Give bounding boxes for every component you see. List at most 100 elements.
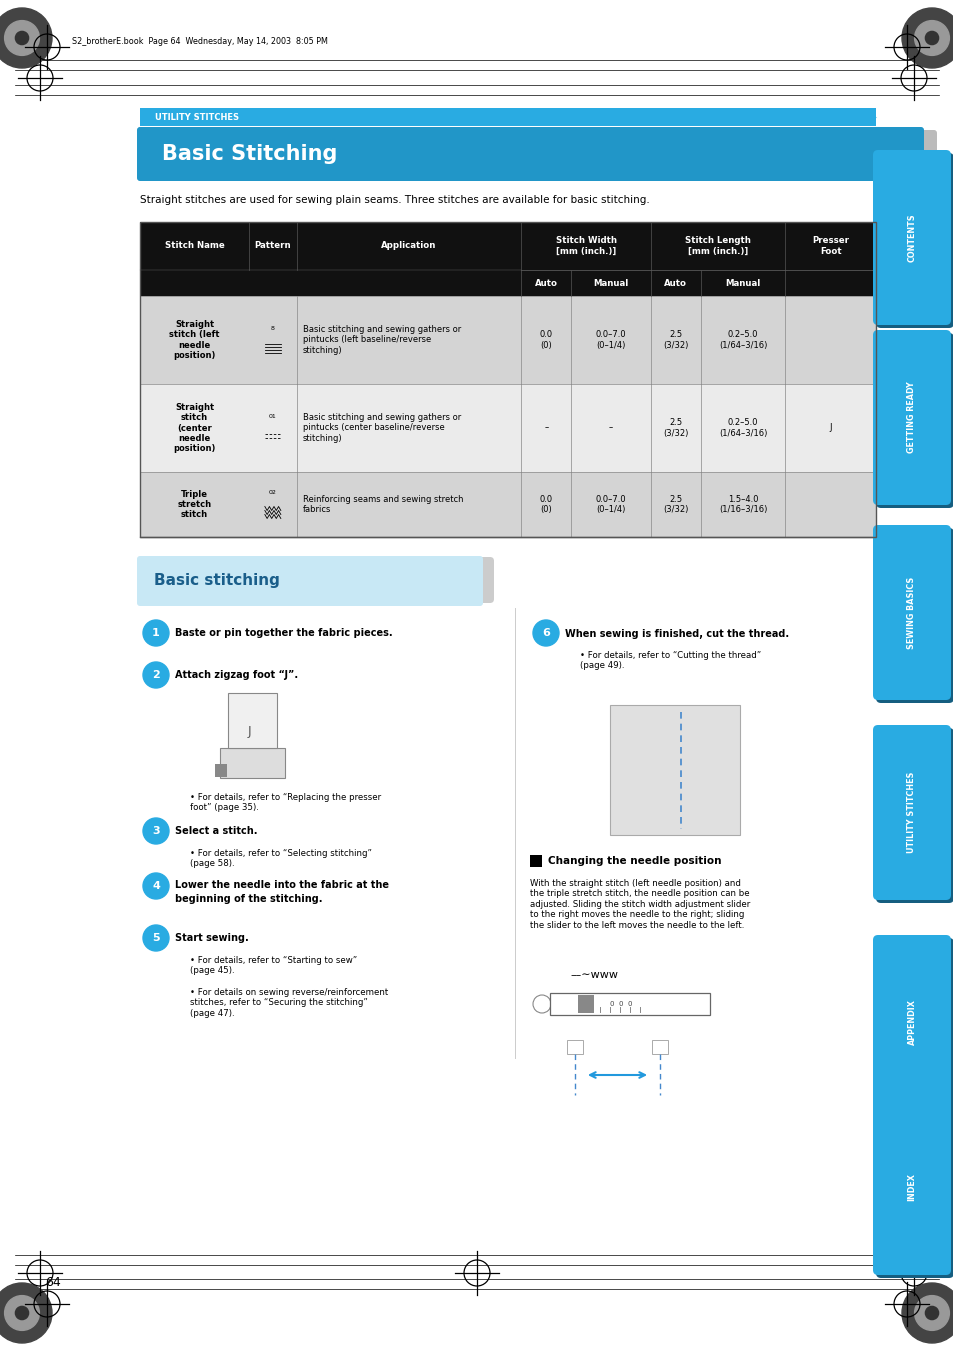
- Text: S2_brotherE.book  Page 64  Wednesday, May 14, 2003  8:05 PM: S2_brotherE.book Page 64 Wednesday, May …: [71, 38, 328, 46]
- Bar: [140, 222, 875, 536]
- FancyBboxPatch shape: [872, 725, 950, 900]
- Text: J: J: [828, 423, 831, 432]
- Text: –: –: [608, 423, 613, 432]
- Text: Application: Application: [381, 242, 436, 250]
- Text: Auto: Auto: [535, 278, 558, 288]
- Text: APPENDIX: APPENDIX: [906, 1000, 916, 1046]
- Circle shape: [924, 31, 938, 45]
- Circle shape: [0, 1283, 52, 1343]
- Text: Attach zigzag foot “J”.: Attach zigzag foot “J”.: [174, 670, 297, 680]
- Circle shape: [5, 20, 39, 55]
- Text: Start sewing.: Start sewing.: [174, 934, 249, 943]
- FancyBboxPatch shape: [137, 127, 923, 181]
- Text: • For details, refer to “Selecting stitching”
(page 58).: • For details, refer to “Selecting stitc…: [190, 848, 372, 869]
- Text: –: –: [543, 423, 548, 432]
- Circle shape: [901, 1283, 953, 1343]
- Text: Select a stitch.: Select a stitch.: [174, 825, 257, 836]
- FancyBboxPatch shape: [872, 150, 950, 326]
- Text: 0.0
(0): 0.0 (0): [539, 330, 552, 350]
- Circle shape: [0, 8, 52, 68]
- Circle shape: [533, 620, 558, 646]
- Text: 4: 4: [152, 881, 160, 892]
- Text: • For details on sewing reverse/reinforcement
stitches, refer to “Securing the s: • For details on sewing reverse/reinforc…: [190, 988, 388, 1017]
- Bar: [140, 108, 875, 126]
- Text: Manual: Manual: [725, 278, 760, 288]
- Text: Stitch Name: Stitch Name: [165, 242, 224, 250]
- Text: GETTING READY: GETTING READY: [906, 381, 916, 454]
- Text: 2: 2: [152, 670, 160, 680]
- Text: Basic Stitching: Basic Stitching: [162, 145, 337, 163]
- FancyBboxPatch shape: [875, 728, 953, 902]
- FancyBboxPatch shape: [872, 330, 950, 505]
- Circle shape: [143, 817, 169, 844]
- FancyBboxPatch shape: [872, 1100, 950, 1275]
- FancyBboxPatch shape: [875, 332, 953, 508]
- Text: Pattern: Pattern: [254, 242, 291, 250]
- FancyBboxPatch shape: [882, 130, 936, 176]
- Text: 0.0–7.0
(0–1/4): 0.0–7.0 (0–1/4): [595, 494, 626, 515]
- Circle shape: [143, 873, 169, 898]
- Text: Stitch Width
[mm (inch.)]: Stitch Width [mm (inch.)]: [555, 236, 616, 255]
- Text: Changing the needle position: Changing the needle position: [547, 857, 720, 866]
- Bar: [228, 693, 276, 748]
- Text: 5: 5: [152, 934, 160, 943]
- Text: Reinforcing seams and sewing stretch
fabrics: Reinforcing seams and sewing stretch fab…: [302, 494, 463, 515]
- Text: 2.5
(3/32): 2.5 (3/32): [662, 330, 688, 350]
- FancyBboxPatch shape: [875, 528, 953, 703]
- Text: Triple
stretch
stitch: Triple stretch stitch: [177, 489, 212, 519]
- Circle shape: [15, 31, 29, 45]
- FancyBboxPatch shape: [872, 526, 950, 700]
- Bar: [550, 993, 709, 1015]
- Circle shape: [901, 8, 953, 68]
- Text: 0.0
(0): 0.0 (0): [539, 494, 552, 515]
- Bar: [140, 270, 875, 296]
- Circle shape: [143, 925, 169, 951]
- Bar: [578, 994, 594, 1013]
- Bar: [140, 384, 875, 471]
- Text: 0.2–5.0
(1/64–3/16): 0.2–5.0 (1/64–3/16): [719, 330, 766, 350]
- Text: Basic stitching and sewing gathers or
pintucks (left baseline/reverse
stitching): Basic stitching and sewing gathers or pi…: [302, 326, 460, 355]
- Bar: [140, 296, 875, 384]
- Text: beginning of the stitching.: beginning of the stitching.: [174, 894, 322, 904]
- Text: 1.5–4.0
(1/16–3/16): 1.5–4.0 (1/16–3/16): [719, 494, 766, 515]
- Text: 0.0–7.0
(0–1/4): 0.0–7.0 (0–1/4): [595, 330, 626, 350]
- Text: 2.5
(3/32): 2.5 (3/32): [662, 419, 688, 438]
- Circle shape: [5, 1296, 39, 1331]
- Text: When sewing is finished, cut the thread.: When sewing is finished, cut the thread.: [564, 630, 788, 639]
- Text: • For details, refer to “Cutting the thread”
(page 49).: • For details, refer to “Cutting the thr…: [579, 651, 760, 670]
- Text: 2.5
(3/32): 2.5 (3/32): [662, 494, 688, 515]
- Bar: [651, 1040, 667, 1054]
- Text: 01: 01: [269, 413, 276, 419]
- Text: UTILITY STITCHES: UTILITY STITCHES: [154, 112, 239, 122]
- Bar: [140, 471, 875, 536]
- Text: 8: 8: [271, 326, 274, 331]
- Text: Presser
Foot: Presser Foot: [811, 236, 848, 255]
- Text: With the straight stitch (left needle position) and
the triple stretch stitch, t: With the straight stitch (left needle po…: [530, 880, 749, 929]
- Circle shape: [533, 994, 551, 1013]
- Text: 0  0  0: 0 0 0: [609, 1001, 632, 1006]
- Circle shape: [15, 1306, 29, 1320]
- Circle shape: [924, 1306, 938, 1320]
- Bar: [214, 765, 227, 777]
- Text: Straight stitches are used for sewing plain seams. Three stitches are available : Straight stitches are used for sewing pl…: [140, 195, 649, 205]
- Text: J: J: [248, 724, 251, 738]
- Text: Lower the needle into the fabric at the: Lower the needle into the fabric at the: [174, 880, 389, 890]
- FancyBboxPatch shape: [875, 1102, 953, 1278]
- Text: • For details, refer to “Replacing the presser
foot” (page 35).: • For details, refer to “Replacing the p…: [190, 793, 381, 812]
- Text: 6: 6: [541, 628, 549, 638]
- Text: 64: 64: [45, 1277, 61, 1289]
- Text: • For details, refer to “Starting to sew”
(page 45).: • For details, refer to “Starting to sew…: [190, 957, 356, 975]
- Text: Baste or pin together the fabric pieces.: Baste or pin together the fabric pieces.: [174, 628, 393, 638]
- Text: 3: 3: [152, 825, 160, 836]
- Circle shape: [914, 20, 948, 55]
- FancyBboxPatch shape: [137, 557, 482, 607]
- Text: Manual: Manual: [593, 278, 628, 288]
- Text: 02: 02: [269, 490, 276, 494]
- Text: Stitch Length
[mm (inch.)]: Stitch Length [mm (inch.)]: [684, 236, 750, 255]
- Bar: [609, 705, 740, 835]
- FancyBboxPatch shape: [872, 935, 950, 1111]
- Text: Auto: Auto: [663, 278, 686, 288]
- Circle shape: [143, 620, 169, 646]
- Bar: [566, 1040, 582, 1054]
- FancyBboxPatch shape: [875, 938, 953, 1113]
